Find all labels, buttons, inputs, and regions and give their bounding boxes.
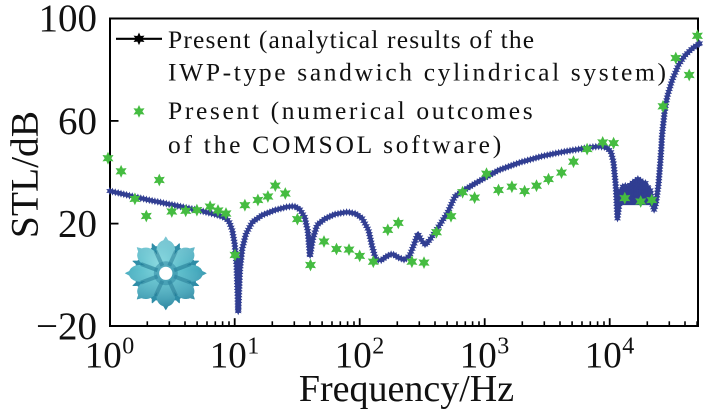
svg-text:3: 3 <box>497 334 509 360</box>
svg-text:10: 10 <box>585 336 622 377</box>
svg-text:100: 100 <box>39 0 98 40</box>
svg-text:of the COMSOL software): of the COMSOL software) <box>168 130 504 159</box>
svg-text:10: 10 <box>210 336 247 377</box>
svg-text:2: 2 <box>372 334 384 360</box>
svg-text:10: 10 <box>335 336 372 377</box>
svg-text:10: 10 <box>460 336 497 377</box>
svg-text:IWP-type sandwich cylindrical: IWP-type sandwich cylindrical system) <box>168 57 669 86</box>
svg-text:10: 10 <box>85 336 122 377</box>
svg-text:0: 0 <box>122 334 134 360</box>
svg-text:Present (analytical results of: Present (analytical results of the <box>168 25 535 54</box>
svg-text:Present (numerical outcomes: Present (numerical outcomes <box>168 96 535 125</box>
svg-text:20: 20 <box>58 203 97 246</box>
svg-text:60: 60 <box>58 100 97 143</box>
svg-text:Frequency/Hz: Frequency/Hz <box>299 368 514 410</box>
svg-text:1: 1 <box>247 334 259 360</box>
svg-text:STL/dB: STL/dB <box>3 111 47 238</box>
svg-text:4: 4 <box>622 334 634 360</box>
svg-text:−20: −20 <box>36 305 97 348</box>
